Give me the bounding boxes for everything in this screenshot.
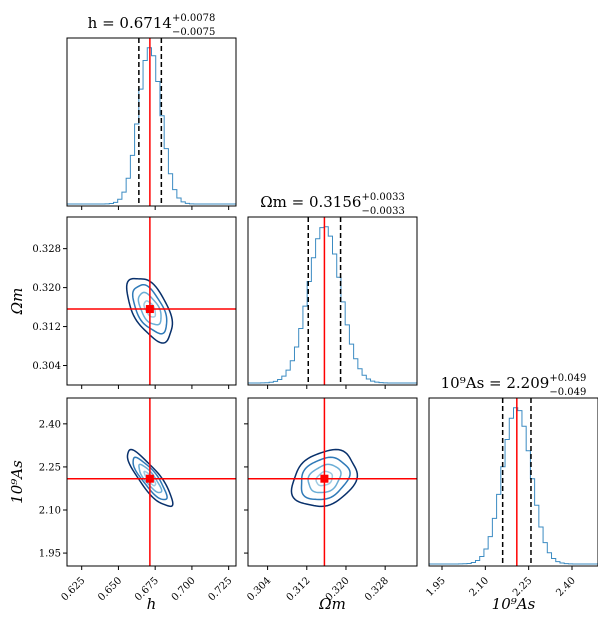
panel-om-as-xtick-label: 0.304 [245, 575, 273, 603]
panel-h-as-xtick-label: 0.650 [96, 575, 124, 603]
panel-h-as-xtick-label: 0.725 [206, 575, 234, 603]
xlabel-om: Ωm [318, 595, 346, 613]
panel-h-as-ytick-label: 1.95 [39, 549, 61, 560]
hist-om-steps [247, 226, 418, 385]
hist-as-xtick-label: 2.40 [554, 575, 578, 599]
hist-h-steps [66, 47, 237, 206]
xlabel-as: 10⁹As [492, 595, 536, 613]
panel-h-as-truth-marker [145, 474, 154, 483]
panel-h-om-ytick-label: 0.312 [32, 322, 61, 333]
panel-h-om-ytick-label: 0.328 [32, 244, 61, 255]
hist-as-title-value: 10⁹As = 2.209 [441, 374, 550, 392]
hist-h-frame [66, 37, 237, 207]
panel-om-as-contour [307, 463, 342, 494]
hist-as-frame [428, 397, 598, 567]
hist-om-title: Ωm = 0.3156+0.0033 [260, 192, 405, 211]
hist-as-title-minus: −0.049 [549, 387, 586, 398]
hist-h-title: h = 0.6714+0.0078 [88, 13, 216, 32]
hist-h-title-plus: +0.0078 [172, 13, 215, 24]
hist-h-title-value: h = 0.6714 [88, 14, 172, 32]
hist-h-title-minus: −0.0075 [172, 27, 215, 38]
panel-h-om-contour [125, 277, 174, 344]
xlabel-h: h [147, 595, 157, 613]
panel-h-as-ytick-label: 2.10 [39, 506, 61, 517]
hist-as-xtick-label: 2.10 [468, 575, 492, 599]
panel-h-om-ytick-label: 0.320 [32, 283, 61, 294]
panel-om-as-xtick-label: 0.328 [363, 575, 391, 603]
hist-om-title-minus: −0.0033 [361, 206, 404, 217]
ylabel-as: 10⁹As [8, 460, 26, 504]
panel-h-om-ytick-label: 0.304 [32, 361, 61, 372]
panel-h-as-ytick-label: 2.40 [39, 419, 61, 430]
panel-h-as-xtick-label: 0.625 [59, 575, 87, 603]
hist-as-steps [428, 407, 598, 566]
panel-om-as-contour [290, 448, 359, 508]
panel-h-om-contour [131, 283, 168, 335]
panel-h-as-ytick-label: 2.25 [39, 462, 61, 473]
panel-om-as-truth-marker [320, 474, 329, 483]
panel-h-as-frame [66, 397, 237, 567]
hist-om-title-plus: +0.0033 [361, 192, 404, 203]
hist-as-title-plus: +0.049 [549, 373, 586, 384]
hist-as-title: 10⁹As = 2.209+0.049 [441, 373, 587, 392]
hist-as-xtick-label: 1.95 [424, 575, 448, 599]
panel-om-as-contour [315, 470, 334, 487]
ylabel-om: Ωm [8, 288, 26, 316]
panel-om-as-frame [247, 397, 418, 567]
panel-h-om-contour [137, 291, 162, 326]
panel-om-as-contour [300, 456, 351, 501]
hist-om-title-value: Ωm = 0.3156 [260, 193, 361, 211]
panel-h-om-frame [66, 216, 237, 386]
panel-h-om-truth-marker [145, 305, 154, 314]
panel-om-as-xtick-label: 0.312 [285, 575, 313, 603]
hist-om-frame [247, 216, 418, 386]
panel-h-as-xtick-label: 0.700 [170, 575, 198, 603]
